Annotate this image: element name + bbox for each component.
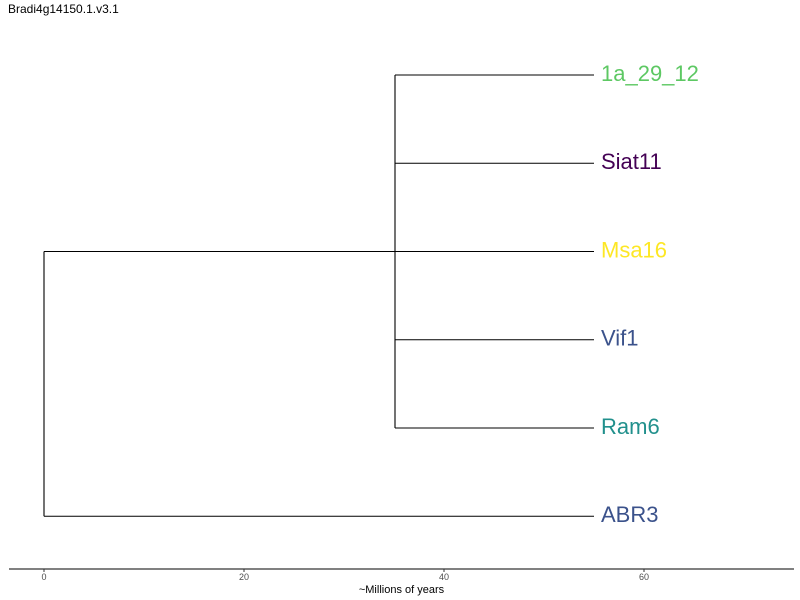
tip-label: Ram6 [601, 414, 660, 439]
tip-label: Vif1 [601, 326, 639, 351]
x-tick-label: 0 [41, 572, 46, 582]
x-tick-label: 60 [639, 572, 649, 582]
tip-label: ABR3 [601, 502, 658, 527]
x-tick-label: 20 [239, 572, 249, 582]
x-axis-title: ~Millions of years [359, 584, 445, 596]
chart-title: Bradi4g14150.1.v3.1 [8, 2, 119, 16]
tip-label: Siat11 [601, 149, 662, 174]
tip-label: Msa16 [601, 237, 667, 262]
x-tick-label: 40 [439, 572, 449, 582]
tip-label: 1a_29_12 [601, 61, 699, 86]
